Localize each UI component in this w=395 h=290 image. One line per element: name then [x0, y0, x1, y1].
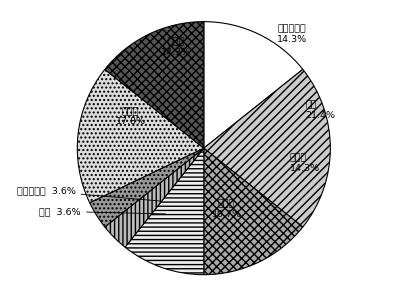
Wedge shape [77, 69, 204, 203]
Text: 知人
21.4%: 知人 21.4% [305, 101, 335, 120]
Wedge shape [204, 148, 303, 275]
Wedge shape [204, 22, 303, 148]
Text: 職業安定所
14.3%: 職業安定所 14.3% [277, 25, 307, 44]
Wedge shape [125, 148, 204, 275]
Text: 無回答
14.3%: 無回答 14.3% [161, 37, 191, 57]
Text: 親族  3.6%: 親族 3.6% [40, 207, 166, 216]
Text: 障害者団体  3.6%: 障害者団体 3.6% [17, 187, 161, 201]
Text: 跡継ぎ
14.3%: 跡継ぎ 14.3% [290, 154, 320, 173]
Wedge shape [90, 148, 204, 227]
Wedge shape [105, 148, 204, 247]
Wedge shape [105, 22, 204, 148]
Text: 新聞等
10.7%: 新聞等 10.7% [212, 199, 242, 219]
Text: その他
17.8%: その他 17.8% [115, 107, 145, 126]
Wedge shape [204, 69, 330, 227]
